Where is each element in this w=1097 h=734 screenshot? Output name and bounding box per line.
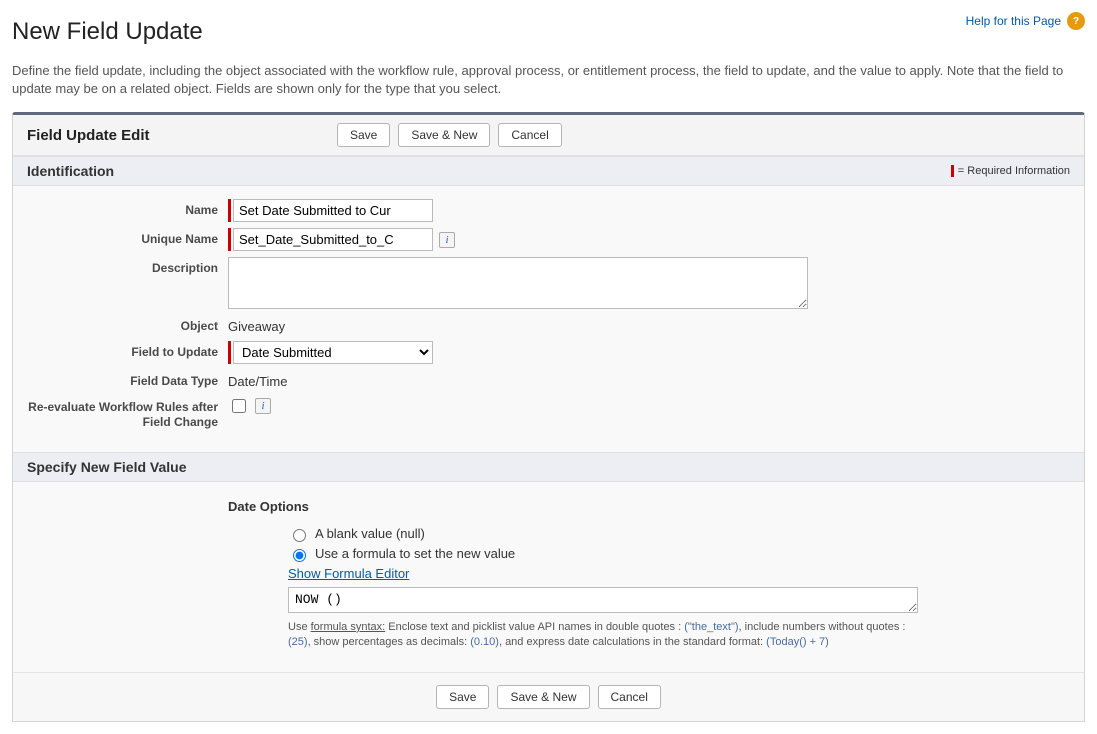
field-data-type-value: Date/Time: [228, 370, 287, 389]
description-label: Description: [13, 257, 228, 277]
field-data-type-label: Field Data Type: [13, 370, 228, 390]
identification-title: Identification: [27, 163, 114, 179]
info-icon[interactable]: i: [255, 398, 271, 414]
required-info-text: = Required Information: [958, 165, 1070, 177]
required-bar-icon: [951, 165, 954, 177]
blank-value-radio[interactable]: [293, 529, 306, 542]
cancel-button[interactable]: Cancel: [498, 123, 561, 147]
save-button[interactable]: Save: [337, 123, 390, 147]
field-to-update-label: Field to Update: [13, 341, 228, 361]
panel-title: Field Update Edit: [27, 127, 337, 144]
unique-name-input[interactable]: [233, 228, 433, 251]
formula-radio[interactable]: [293, 549, 306, 562]
value-body: Date Options A blank value (null) Use a …: [13, 482, 1084, 672]
save-new-button[interactable]: Save & New: [398, 123, 490, 147]
show-formula-editor-link[interactable]: Show Formula Editor: [288, 566, 409, 581]
hint-t3: , show percentages as decimals:: [308, 636, 471, 648]
blank-value-label: A blank value (null): [315, 526, 425, 541]
save-button[interactable]: Save: [436, 685, 489, 709]
help-link[interactable]: Help for this Page ?: [966, 12, 1085, 30]
page-title: New Field Update: [12, 18, 203, 46]
help-icon: ?: [1067, 12, 1085, 30]
hint-t4: , and express date calculations in the s…: [499, 636, 766, 648]
identification-section-header: Identification = Required Information: [13, 156, 1084, 186]
description-textarea[interactable]: [228, 257, 808, 309]
unique-name-label: Unique Name: [13, 228, 228, 248]
name-label: Name: [13, 199, 228, 219]
formula-label: Use a formula to set the new value: [315, 546, 515, 561]
value-section-title: Specify New Field Value: [27, 459, 187, 475]
hint-prefix: Use: [288, 621, 311, 633]
hint-t1: Enclose text and picklist value API name…: [385, 621, 684, 633]
bottom-button-row: Save Save & New Cancel: [13, 672, 1084, 721]
hint-ex1: ("the_text"): [684, 621, 738, 633]
cancel-button[interactable]: Cancel: [598, 685, 661, 709]
save-new-button[interactable]: Save & New: [497, 685, 589, 709]
hint-ex4: (Today() + 7): [766, 636, 829, 648]
date-options-heading: Date Options: [228, 499, 1084, 514]
name-input[interactable]: [233, 199, 433, 222]
object-label: Object: [13, 315, 228, 335]
formula-textarea[interactable]: NOW (): [288, 587, 918, 613]
hint-ex2: (25): [288, 636, 308, 648]
reevaluate-checkbox[interactable]: [232, 399, 246, 413]
formula-syntax-link[interactable]: formula syntax:: [311, 621, 386, 633]
required-info-note: = Required Information: [951, 165, 1070, 177]
object-value: Giveaway: [228, 315, 285, 334]
formula-hint: Use formula syntax: Enclose text and pic…: [288, 620, 928, 651]
reevaluate-label: Re-evaluate Workflow Rules after Field C…: [13, 396, 228, 431]
panel-header: Field Update Edit Save Save & New Cancel: [13, 115, 1084, 156]
field-to-update-select[interactable]: Date Submitted: [233, 341, 433, 364]
top-button-row: Save Save & New Cancel: [337, 123, 562, 147]
hint-t2: , include numbers without quotes :: [739, 621, 906, 633]
value-section-header: Specify New Field Value: [13, 452, 1084, 482]
field-update-panel: Field Update Edit Save Save & New Cancel…: [12, 112, 1085, 721]
identification-body: Name Unique Name i Description Object Gi…: [13, 186, 1084, 451]
page-description: Define the field update, including the o…: [12, 62, 1085, 98]
help-link-text: Help for this Page: [966, 14, 1061, 28]
hint-ex3: (0.10): [470, 636, 499, 648]
info-icon[interactable]: i: [439, 232, 455, 248]
